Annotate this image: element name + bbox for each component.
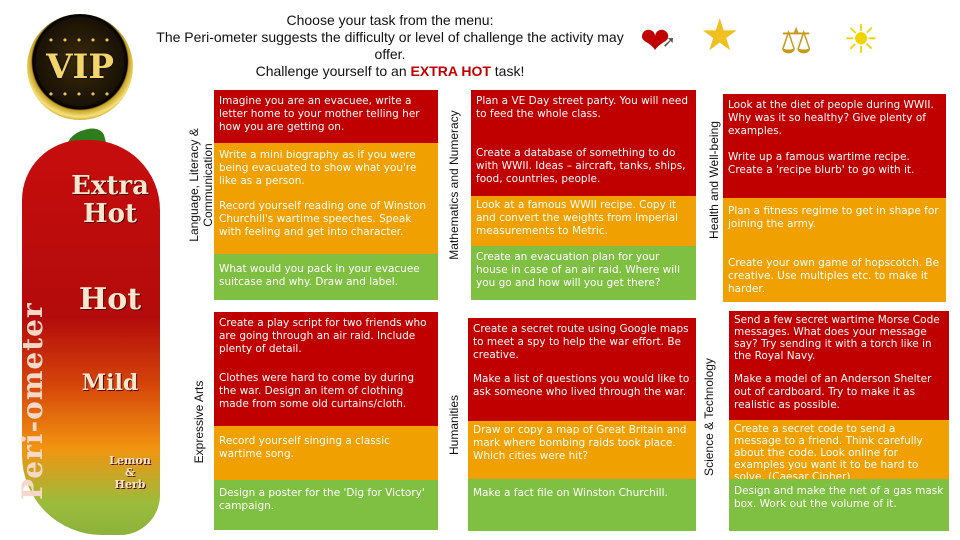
task-arts-hot[interactable]: Record yourself singing a classic wartim… [214,426,438,480]
task-humanities-mild[interactable]: Make a fact file on Winston Churchill. [468,479,696,531]
vip-badge: • • • • • VIP • • • • • [27,14,133,120]
level-hot: Hot [78,282,142,317]
task-arts-extra-hot-2[interactable]: Clothes were hard to come by during the … [214,368,438,426]
level-extra-hot: Extra Hot [71,171,149,229]
heart-with-arrow-icon: ❤︎➚ [640,21,676,62]
task-science-extra-hot-2[interactable]: Make a model of an Anderson Shelter out … [729,368,949,420]
task-health-hot[interactable]: Plan a fitness regime to get in shape fo… [723,198,946,252]
task-health-extra-hot[interactable]: Look at the diet of people during WWII. … [723,94,946,146]
vip-text: VIP [46,47,114,87]
extra-hot-highlight: EXTRA HOT [410,63,491,79]
scales-icon: ⚖ [780,21,813,62]
section-label-health: Health and Well-being [707,121,721,239]
section-label-language: Language, Literacy & Communication [187,128,215,242]
task-maths-mild[interactable]: Create an evacuation plan for your house… [471,246,696,300]
vip-dots-bottom: • • • • • [47,88,113,101]
task-maths-extra-hot-2[interactable]: Create a database of something to do wit… [471,143,696,196]
task-science-mild[interactable]: Design and make the net of a gas mask bo… [729,479,949,531]
instructions-header: Choose your task from the menu: The Peri… [140,12,640,80]
section-label-humanities: Humanities [447,394,461,456]
task-arts-extra-hot[interactable]: Create a play script for two friends who… [214,312,438,368]
task-language-hot-2[interactable]: Record yourself reading one of Winston C… [214,196,438,254]
header-line-3-prefix: Challenge yourself to an [255,63,407,79]
task-arts-mild[interactable]: Design a poster for the 'Dig for Victory… [214,480,438,530]
task-language-hot[interactable]: Write a mini biography as if you were be… [214,143,438,196]
task-humanities-hot[interactable]: Draw or copy a map of Great Britain and … [468,421,696,479]
task-science-hot[interactable]: Create a secret code to send a message t… [729,420,949,479]
task-humanities-extra-hot[interactable]: Create a secret route using Google maps … [468,318,696,368]
header-line-3-suffix: task! [494,63,525,79]
task-language-mild[interactable]: What would you pack in your evacuee suit… [214,254,438,300]
task-health-hot-2[interactable]: Create your own game of hopscotch. Be cr… [723,252,946,302]
task-science-extra-hot[interactable]: Send a few secret wartime Morse Code mes… [729,311,949,368]
task-maths-extra-hot[interactable]: Plan a VE Day street party. You will nee… [471,90,696,143]
task-maths-hot[interactable]: Look at a famous WWII recipe. Copy it an… [471,196,696,246]
header-line-3: Challenge yourself to an EXTRA HOT task! [140,63,640,80]
level-lemon-herb: Lemon & Herb [109,454,151,491]
periometer-title: Peri-ometer [16,302,49,500]
header-line-2: The Peri-ometer suggests the difficulty … [156,29,624,62]
task-health-extra-hot-2[interactable]: Write up a famous wartime recipe. Create… [723,146,946,198]
chili-periometer [22,140,160,535]
level-mild: Mild [81,370,139,396]
shooting-star-icon: ★ [700,10,740,61]
task-language-extra-hot[interactable]: Imagine you are an evacuee, write a lett… [214,90,438,143]
vip-dots-top: • • • • • [47,34,113,47]
section-label-arts: Expressive Arts [192,380,206,464]
section-label-maths: Mathematics and Numeracy [447,110,461,260]
task-humanities-extra-hot-2[interactable]: Make a list of questions you would like … [468,368,696,421]
light-bulb-icon: ☀ [843,17,879,63]
section-label-science: Science & Technology [702,358,716,476]
header-line-1: Choose your task from the menu: [286,12,494,28]
